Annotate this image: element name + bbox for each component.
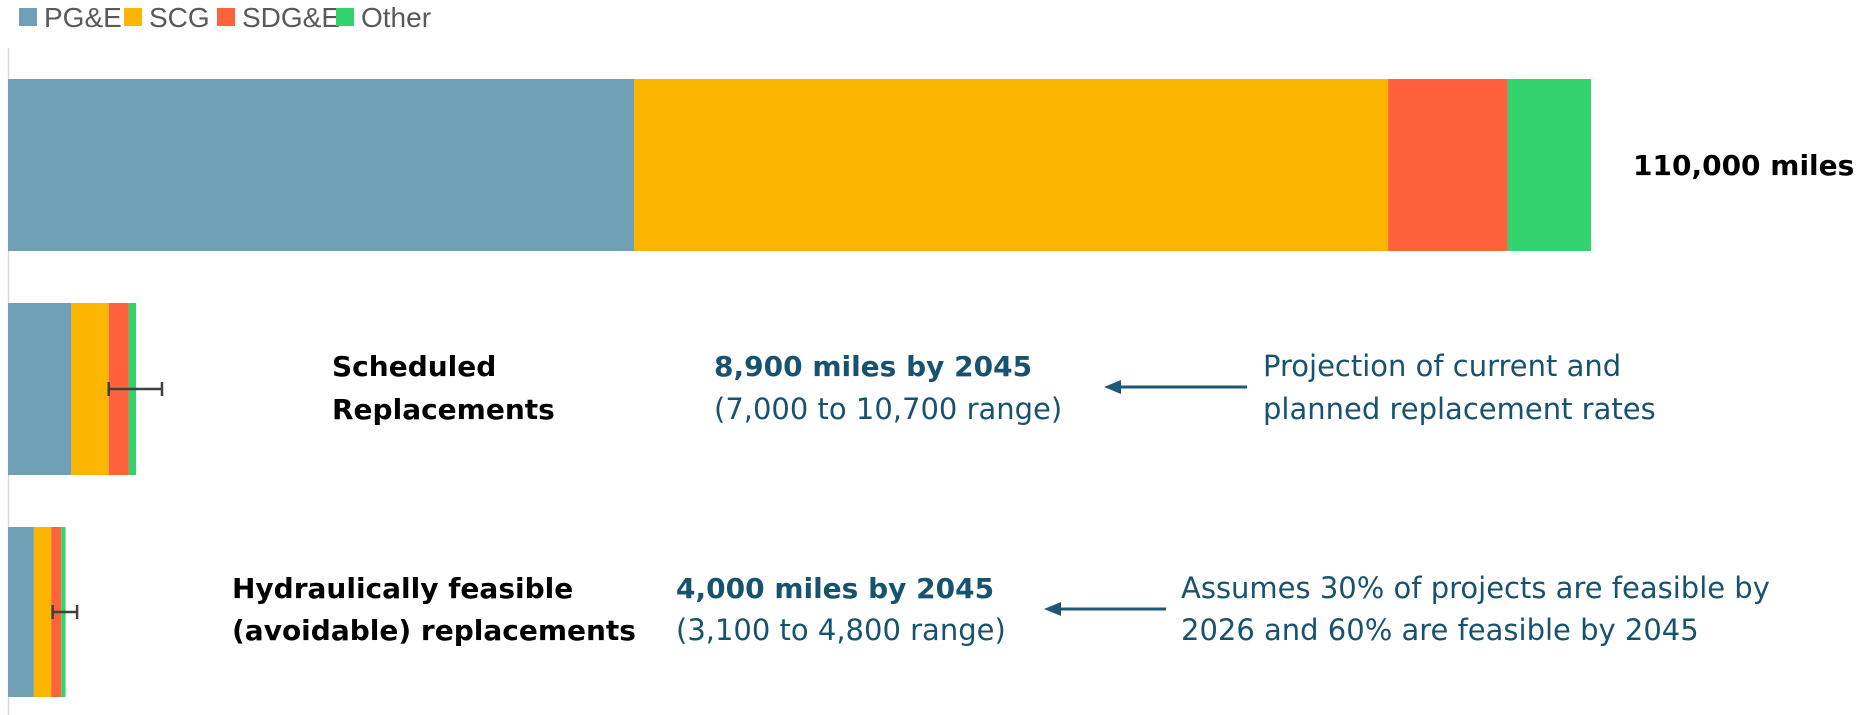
bar-segment-scg (634, 79, 1389, 251)
bar-segment-scg (71, 303, 109, 475)
note-line-1: Projection of current and (1263, 349, 1621, 383)
bar-segment-pge (8, 303, 72, 475)
note-line-2: planned replacement rates (1263, 392, 1656, 426)
legend-swatch (124, 8, 142, 26)
bar-3 (8, 527, 79, 697)
bar-segment-pge (8, 527, 34, 697)
bars (8, 79, 1591, 697)
category-label-line-2: Replacements (332, 393, 555, 426)
bar-segment-scg (33, 527, 52, 697)
bar-segment-other (1507, 79, 1591, 251)
annotations: 110,000 miles Scheduled Replacements 8,900 … (232, 149, 1854, 647)
bar-segment-sdge (1388, 79, 1508, 251)
legend-label: Other (361, 2, 431, 33)
bar-2 (8, 303, 164, 475)
category-label-line-1: Hydraulically feasible (232, 572, 573, 605)
value-text: 8,900 miles by 2045 (714, 350, 1032, 383)
legend-swatch (336, 8, 354, 26)
note-line-2: 2026 and 60% are feasible by 2045 (1181, 613, 1699, 647)
legend-label: SCG (149, 2, 210, 33)
category-label-line-2: (avoidable) replacements (232, 614, 636, 647)
note-line-1: Assumes 30% of projects are feasible by (1181, 571, 1770, 605)
legend-label: PG&E (44, 2, 122, 33)
legend: PG&E SCG SDG&E Other (19, 2, 431, 33)
total-label: 110,000 miles (1633, 149, 1854, 182)
category-label-line-1: Scheduled (332, 350, 496, 383)
range-text: (7,000 to 10,700 range) (714, 392, 1062, 426)
bar-segment-pge (8, 79, 635, 251)
arrow-head (1104, 380, 1121, 394)
range-text: (3,100 to 4,800 range) (676, 613, 1006, 647)
value-text: 4,000 miles by 2045 (676, 572, 994, 605)
legend-swatch (217, 8, 235, 26)
arrow-head (1044, 602, 1061, 616)
legend-swatch (19, 8, 37, 26)
bar-1 (8, 79, 1591, 251)
legend-label: SDG&E (242, 2, 340, 33)
